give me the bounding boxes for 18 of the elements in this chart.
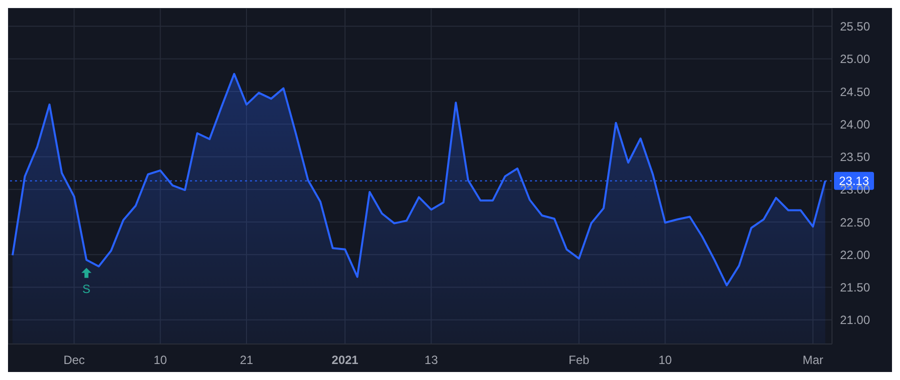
- y-tick-label: 25.50: [840, 20, 870, 34]
- y-tick-label: 24.50: [840, 84, 870, 99]
- y-tick-label: 25.00: [840, 52, 870, 66]
- x-tick-label: 21: [240, 353, 254, 367]
- y-tick-label: 22.50: [840, 215, 870, 230]
- x-tick-label: 13: [424, 353, 438, 367]
- y-tick-label: 23.50: [840, 150, 870, 164]
- x-tick-label: 10: [154, 353, 168, 367]
- y-tick-label: 22.00: [840, 248, 870, 262]
- x-tick-label: Mar: [802, 353, 824, 367]
- x-tick-label: 10: [658, 353, 672, 367]
- y-tick-label: 21.50: [840, 280, 870, 294]
- x-tick-label: Dec: [63, 353, 85, 367]
- x-tick-label: Feb: [568, 353, 590, 367]
- annotation: S: [82, 282, 90, 296]
- y-tick-label: 21.00: [840, 313, 870, 328]
- x-tick-label: 2021: [332, 353, 359, 367]
- y-tick-label: 24.00: [840, 117, 870, 132]
